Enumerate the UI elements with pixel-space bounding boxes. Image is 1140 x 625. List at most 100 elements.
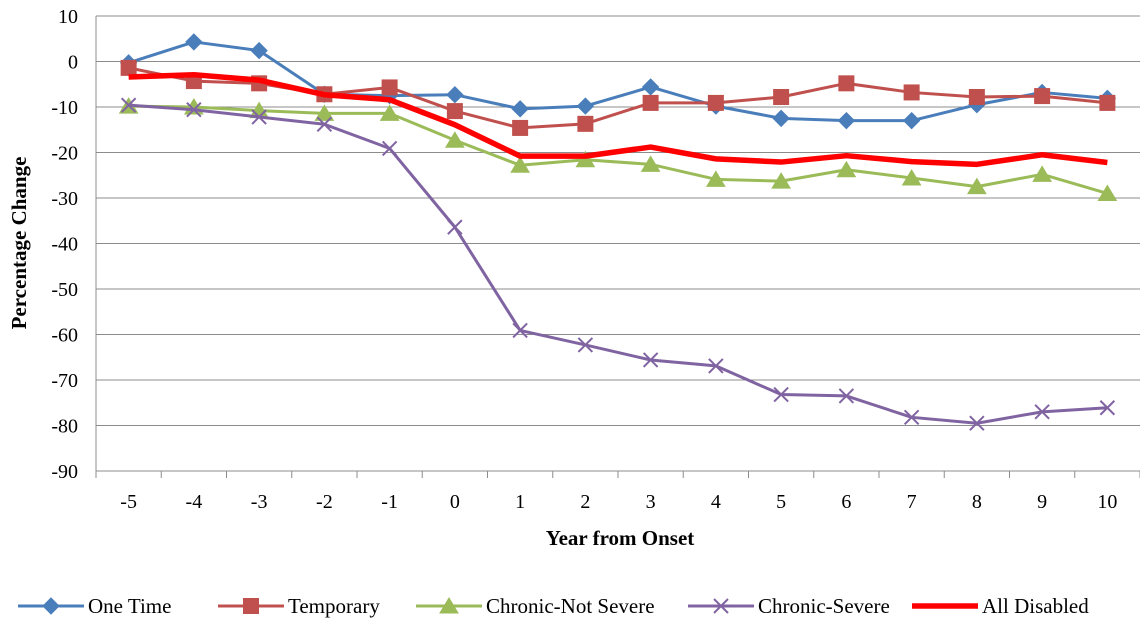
data-point-temporary bbox=[381, 79, 398, 96]
y-axis-title: Percentage Change bbox=[7, 157, 31, 330]
data-point-temporary bbox=[773, 88, 790, 105]
data-point-chronic-severe bbox=[969, 415, 985, 431]
data-point-temporary bbox=[642, 94, 659, 111]
data-point-chronic-severe bbox=[1034, 404, 1050, 420]
series-line-all-disabled bbox=[128, 71, 1108, 168]
data-point-chronic-severe bbox=[903, 409, 920, 426]
legend-label-all-disabled: All Disabled bbox=[982, 594, 1089, 618]
x-tick-label: 4 bbox=[711, 491, 721, 513]
x-tick-label: 5 bbox=[776, 491, 786, 513]
data-point-chronic-not-severe bbox=[1097, 184, 1118, 201]
data-point-chronic-not-severe bbox=[705, 170, 726, 187]
legend-item-chronic-not-severe: Chronic-Not Severe bbox=[416, 594, 655, 618]
y-tick-label: -40 bbox=[51, 234, 78, 256]
legend-label-one-time: One Time bbox=[88, 594, 171, 618]
data-point-temporary bbox=[838, 75, 855, 92]
x-tick-label: 2 bbox=[580, 491, 590, 513]
y-tick-label: -30 bbox=[51, 188, 78, 210]
data-point-chronic-severe bbox=[773, 386, 789, 403]
legend-item-one-time: One Time bbox=[18, 594, 171, 618]
x-tick-label: 6 bbox=[841, 491, 851, 513]
legend-item-all-disabled: All Disabled bbox=[912, 594, 1089, 618]
data-point-one-time bbox=[641, 78, 660, 96]
data-point-chronic-not-severe bbox=[444, 131, 465, 148]
y-tick-label: 0 bbox=[68, 52, 78, 74]
data-point-one-time bbox=[446, 86, 464, 104]
x-tick-label: 1 bbox=[515, 491, 525, 513]
data-point-temporary bbox=[120, 59, 137, 76]
x-tick-labels: -5 -4 -3 -2 -1 0 1 2 3 4 5 6 7 8 9 10 bbox=[120, 491, 1117, 513]
data-point-temporary bbox=[903, 84, 920, 101]
data-point-temporary bbox=[1034, 88, 1051, 105]
data-point-chronic-severe bbox=[512, 322, 528, 339]
data-point-one-time bbox=[185, 33, 203, 51]
legend-label-chronic-severe: Chronic-Severe bbox=[758, 594, 890, 618]
data-point-chronic-not-severe bbox=[1032, 165, 1053, 182]
x-tick-label: 3 bbox=[646, 491, 656, 513]
data-point-chronic-not-severe bbox=[575, 150, 596, 168]
data-point-chronic-not-severe bbox=[901, 169, 922, 186]
data-point-temporary bbox=[446, 103, 463, 120]
data-point-chronic-not-severe bbox=[836, 160, 857, 178]
series-line-chronic-severe bbox=[128, 103, 1108, 425]
legend-item-chronic-severe: Chronic-Severe bbox=[688, 594, 890, 618]
data-point-chronic-not-severe bbox=[314, 104, 335, 121]
data-point-chronic-not-severe bbox=[771, 172, 792, 189]
series-all-disabled bbox=[128, 71, 1108, 168]
legend: One Time Temporary Chronic-Not Severe Chron… bbox=[18, 594, 1089, 618]
series-line-chronic-not-severe bbox=[128, 104, 1108, 195]
x-tick-label: 9 bbox=[1037, 491, 1047, 513]
legend-marker-one-time bbox=[42, 597, 60, 615]
data-point-one-time bbox=[837, 111, 856, 130]
data-point-chronic-severe bbox=[381, 140, 398, 157]
y-tick-labels: 10 0 -10 -20 -30 -40 -50 -60 -70 -80 -90 bbox=[51, 6, 78, 483]
x-tick-label: 0 bbox=[450, 491, 460, 513]
x-axis-title: Year from Onset bbox=[546, 526, 695, 550]
legend-label-temporary: Temporary bbox=[288, 594, 380, 618]
y-tick-label: -80 bbox=[51, 416, 78, 438]
data-point-temporary bbox=[577, 115, 594, 132]
data-point-chronic-severe bbox=[447, 219, 463, 235]
data-point-chronic-severe bbox=[708, 358, 724, 374]
data-point-chronic-severe bbox=[251, 109, 267, 125]
data-point-chronic-not-severe bbox=[640, 155, 661, 172]
data-point-one-time bbox=[576, 97, 595, 115]
y-tick-label: -90 bbox=[51, 461, 78, 483]
y-tick-label: -50 bbox=[51, 279, 78, 301]
series-line-one-time bbox=[128, 40, 1108, 123]
data-point-chronic-severe bbox=[642, 352, 659, 368]
data-point-chronic-severe bbox=[186, 102, 202, 118]
x-tick-label: -1 bbox=[381, 491, 398, 513]
data-point-chronic-not-severe bbox=[966, 177, 987, 195]
data-point-one-time bbox=[772, 109, 790, 128]
data-point-one-time bbox=[250, 41, 268, 60]
series-chronic-not-severe bbox=[118, 97, 1118, 201]
y-tick-label: -70 bbox=[51, 370, 78, 392]
y-tick-label: -60 bbox=[51, 325, 78, 347]
legend-marker-chronic-severe bbox=[713, 598, 729, 614]
x-tick-label: 7 bbox=[907, 491, 917, 513]
data-point-chronic-severe bbox=[120, 97, 137, 113]
data-point-chronic-not-severe bbox=[379, 104, 400, 121]
x-tick-label: -3 bbox=[251, 491, 268, 513]
data-point-chronic-severe bbox=[316, 116, 333, 132]
gridlines bbox=[95, 15, 1140, 478]
data-point-temporary bbox=[1099, 94, 1116, 111]
x-tick-label: -4 bbox=[186, 491, 203, 513]
data-point-chronic-severe bbox=[577, 337, 594, 353]
x-tick-label: 10 bbox=[1097, 491, 1117, 513]
data-point-temporary bbox=[968, 88, 985, 105]
data-point-temporary bbox=[707, 94, 724, 111]
legend-marker-temporary bbox=[243, 598, 259, 614]
legend-item-temporary: Temporary bbox=[218, 594, 380, 618]
legend-label-chronic-not-severe: Chronic-Not Severe bbox=[486, 594, 655, 618]
series-chronic-severe bbox=[120, 97, 1116, 431]
y-tick-label: -10 bbox=[51, 97, 78, 119]
data-point-temporary bbox=[512, 119, 529, 136]
data-point-chronic-not-severe bbox=[510, 156, 531, 173]
series-lines bbox=[118, 33, 1118, 431]
data-point-one-time bbox=[511, 100, 529, 118]
legend-marker-chronic-not-severe bbox=[439, 597, 459, 614]
data-point-one-time bbox=[902, 111, 921, 130]
